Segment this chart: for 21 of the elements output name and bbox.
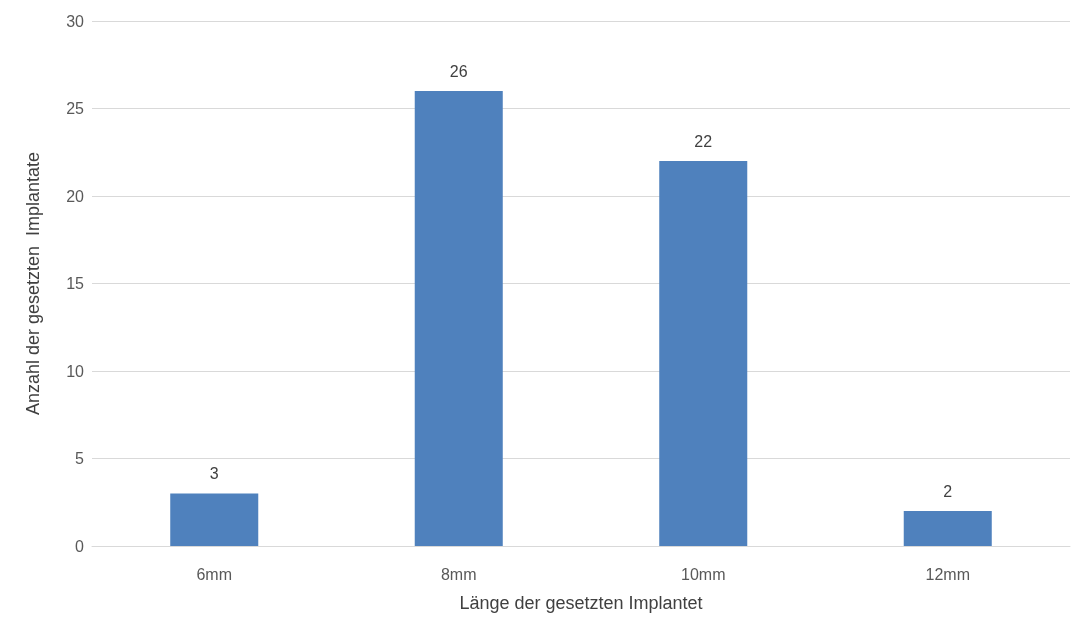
y-tick-label: 5 <box>75 450 85 467</box>
y-tick-label: 10 <box>66 362 85 380</box>
y-tick-label: 30 <box>66 12 85 30</box>
bar <box>903 511 992 546</box>
bar <box>170 493 259 546</box>
y-axis-title: Anzahl der gesetzten Implantate <box>23 151 43 416</box>
y-tick-label: 25 <box>66 100 85 117</box>
bar <box>414 91 503 546</box>
data-label: 2 <box>943 482 953 500</box>
data-label: 3 <box>209 465 219 482</box>
x-tick-label: 8mm <box>440 565 477 583</box>
data-label: 26 <box>449 62 468 80</box>
bar <box>659 161 748 546</box>
x-tick-label: 6mm <box>196 565 233 583</box>
data-label: 22 <box>694 132 713 150</box>
x-axis-title: Länge der gesetzten Implantet <box>459 593 703 613</box>
x-tick-label: 10mm <box>681 565 726 583</box>
x-tick-label: 12mm <box>925 565 970 583</box>
y-tick-label: 20 <box>66 187 85 205</box>
y-tick-label: 0 <box>75 537 85 555</box>
y-tick-label: 15 <box>66 275 85 292</box>
